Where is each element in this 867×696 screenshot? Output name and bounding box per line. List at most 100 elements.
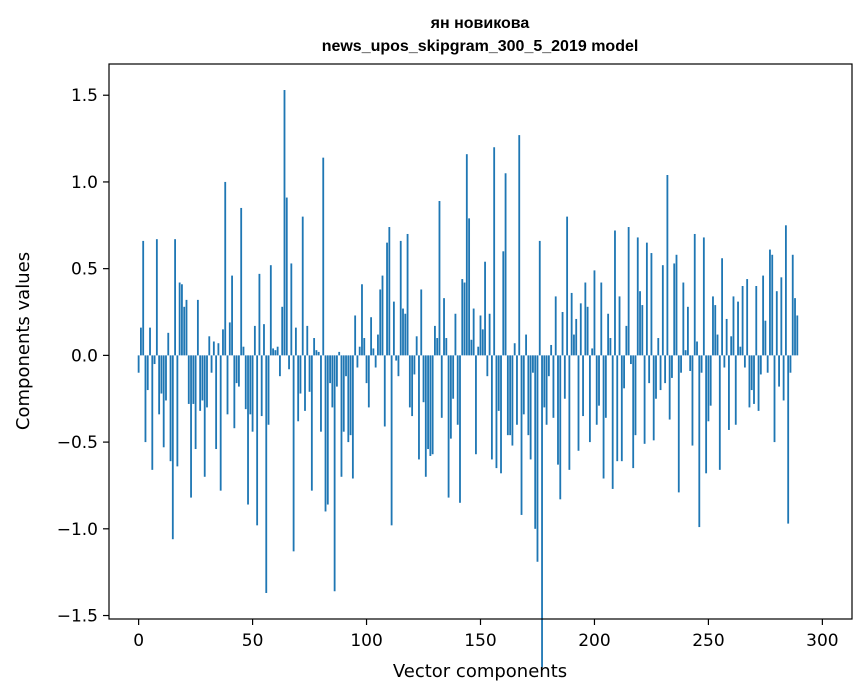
bar-101 (367, 355, 370, 408)
bar-193 (577, 355, 580, 451)
bar-215 (627, 227, 630, 356)
bar-26 (196, 299, 199, 356)
y-tick-label: −0.5 (57, 433, 98, 453)
x-tick-label: 100 (350, 631, 382, 651)
bar-3 (144, 355, 147, 443)
bar-121 (413, 355, 416, 375)
bar-169 (522, 355, 525, 415)
bar-221 (641, 305, 644, 356)
bar-66 (288, 355, 290, 370)
bar-252 (712, 296, 714, 356)
bar-65 (285, 197, 288, 356)
bar-266 (743, 355, 746, 368)
bar-229 (659, 355, 662, 391)
bar-204 (602, 355, 605, 479)
bar-153 (486, 355, 489, 377)
bar-21 (185, 299, 188, 356)
bar-100 (365, 355, 368, 384)
bar-258 (725, 318, 728, 356)
bar-71 (299, 355, 302, 394)
bar-163 (509, 355, 512, 436)
bar-257 (723, 355, 726, 368)
bar-237 (677, 355, 680, 493)
bar-88 (338, 351, 341, 356)
bar-110 (388, 227, 391, 356)
bar-63 (281, 306, 284, 356)
bar-227 (655, 355, 657, 399)
bar-200 (593, 270, 596, 356)
x-tick-label: 150 (464, 631, 496, 651)
bar-254 (716, 334, 719, 356)
bar-265 (741, 286, 744, 356)
bar-181 (550, 344, 553, 356)
bar-60 (274, 350, 277, 356)
bar-239 (682, 282, 685, 356)
bar-168 (520, 355, 523, 515)
bar-197 (586, 306, 589, 356)
bar-45 (240, 207, 243, 356)
bar-19 (181, 284, 183, 356)
x-tick-label: 200 (578, 631, 610, 651)
bar-15 (171, 355, 174, 540)
bar-223 (645, 242, 648, 356)
x-tick-label: 50 (242, 631, 264, 651)
bar-46 (242, 346, 245, 356)
bar-287 (791, 254, 794, 356)
bar-89 (340, 355, 343, 477)
bar-143 (463, 282, 466, 356)
bar-10 (160, 355, 163, 394)
x-tick-label: 0 (133, 631, 144, 651)
y-tick-label: −1.0 (57, 520, 98, 540)
bar-27 (199, 355, 202, 411)
bar-17 (176, 355, 179, 467)
bar-216 (630, 355, 632, 365)
bar-133 (440, 355, 443, 418)
bar-185 (559, 355, 562, 500)
bar-43 (235, 355, 238, 384)
bar-118 (406, 233, 409, 356)
bar-111 (390, 355, 393, 526)
bar-255 (718, 355, 721, 470)
bar-157 (495, 355, 498, 469)
bar-57 (267, 355, 270, 425)
bar-189 (568, 355, 571, 470)
bar-92 (347, 355, 350, 443)
bar-263 (737, 301, 739, 356)
bar-87 (336, 355, 338, 387)
bar-243 (691, 355, 694, 446)
bar-201 (595, 355, 598, 425)
bar-275 (764, 320, 767, 356)
bar-28 (201, 355, 204, 401)
bar-69 (294, 327, 297, 356)
bar-96 (356, 355, 359, 368)
bar-36 (219, 355, 222, 491)
bar-74 (306, 325, 309, 356)
bar-139 (454, 313, 457, 356)
bar-174 (534, 355, 537, 529)
bar-178 (543, 355, 546, 408)
bar-80 (320, 355, 322, 432)
bar-222 (643, 355, 646, 444)
bar-182 (552, 355, 555, 418)
y-tick-label: 0.0 (71, 346, 98, 366)
bar-214 (625, 325, 628, 356)
bar-172 (529, 355, 532, 460)
bar-56 (265, 355, 268, 593)
bar-41 (231, 275, 233, 356)
bar-76 (310, 355, 313, 491)
bar-90 (342, 355, 345, 432)
x-tick-label: 300 (806, 631, 838, 651)
bar-107 (381, 275, 384, 356)
bar-37 (222, 329, 224, 356)
bar-244 (693, 233, 696, 356)
bar-131 (436, 338, 439, 356)
bar-52 (256, 355, 259, 526)
bar-51 (253, 325, 256, 356)
bar-281 (778, 355, 780, 387)
bar-18 (178, 282, 181, 356)
bar-129 (431, 355, 434, 455)
bar-145 (468, 218, 471, 356)
bar-30 (206, 355, 208, 408)
bar-240 (684, 350, 687, 356)
bars (137, 90, 799, 668)
